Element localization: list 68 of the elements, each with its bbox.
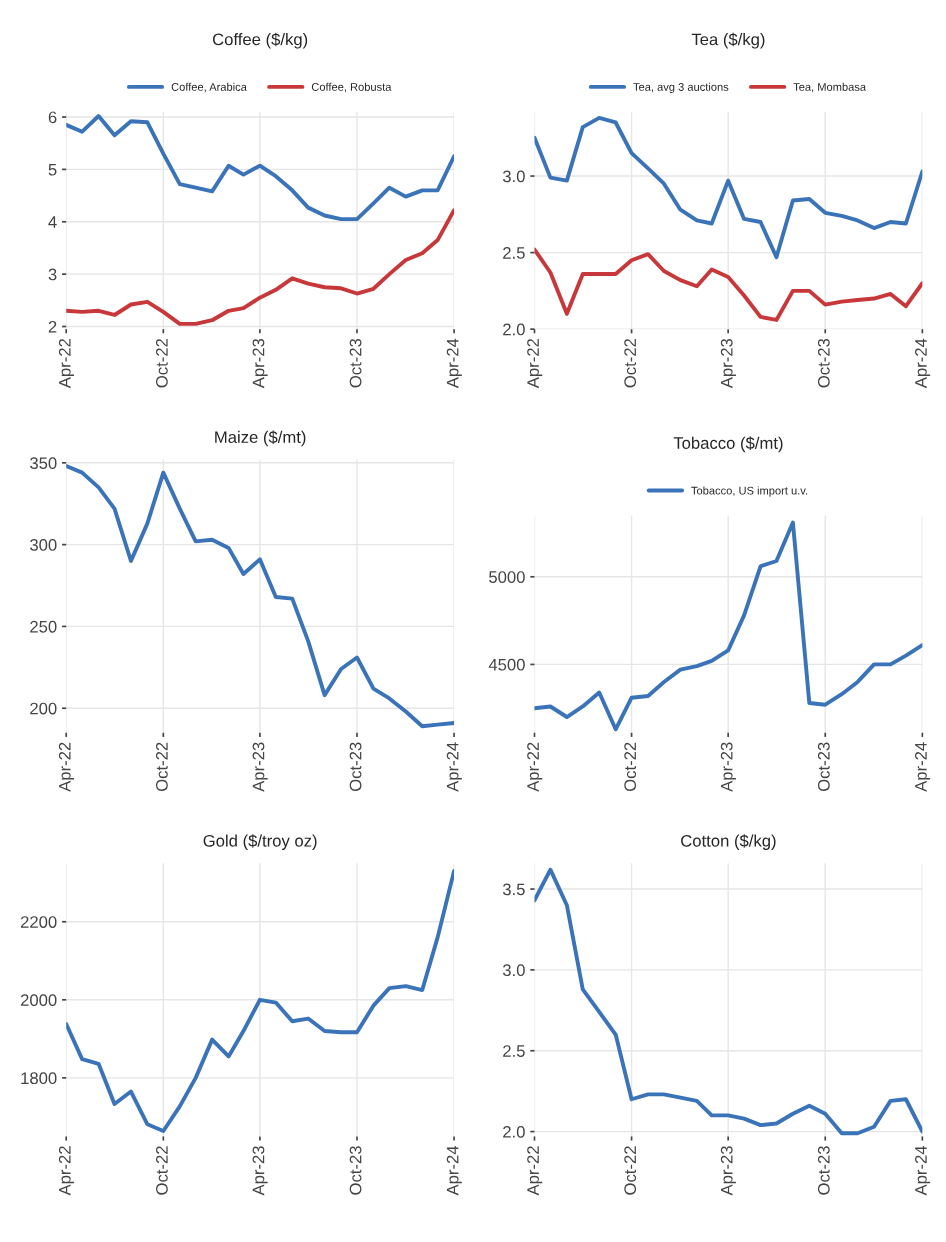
y-tick-label: 6 <box>48 111 57 124</box>
legend-label: Tea, avg 3 auctions <box>633 82 729 94</box>
x-tick-label: Apr-24 <box>915 1145 931 1196</box>
line-series <box>534 247 923 322</box>
x-tick-label: Apr-22 <box>58 338 74 389</box>
y-tick-label: 200 <box>30 702 57 715</box>
x-tick-label: Oct-23 <box>817 742 830 792</box>
legend-label: Coffee, Robusta <box>311 82 392 93</box>
chart-title: Maize ($/mt) <box>215 430 306 447</box>
y-tick-label: 3.5 <box>502 883 525 896</box>
x-tick-label: Oct-22 <box>155 338 168 388</box>
chart-title: Gold ($/troy oz) <box>203 834 317 850</box>
line-series <box>534 520 923 732</box>
legend-label: Tea, Mombasa <box>793 82 867 93</box>
y-tick-label: 5000 <box>489 571 525 583</box>
x-tick-label: Apr-24 <box>915 742 931 792</box>
x-tick-label: Apr-22 <box>58 742 74 792</box>
y-tick-label: 2.0 <box>503 1125 525 1138</box>
x-tick-label: Oct-22 <box>624 1146 637 1195</box>
x-tick-label: Apr-22 <box>527 1146 543 1196</box>
x-tick-label: Apr-23 <box>252 1146 268 1196</box>
x-tick-label: Oct-22 <box>624 742 637 792</box>
x-tick-label: Apr-22 <box>527 338 543 389</box>
x-tick-label: Oct-23 <box>349 338 362 388</box>
x-tick-label: Oct-22 <box>624 338 637 388</box>
y-tick-label: 4 <box>48 216 57 228</box>
y-tick-label: 3.0 <box>502 170 525 183</box>
legend-label: Coffee, Arabica <box>171 82 247 93</box>
x-tick-label: Apr-23 <box>720 338 736 389</box>
y-tick-label: 2.5 <box>503 1045 525 1057</box>
legend-label: Tobacco, US import u.v. <box>691 486 808 497</box>
x-tick-label: Apr-24 <box>446 338 462 389</box>
line-series <box>534 867 923 1136</box>
x-tick-label: Apr-24 <box>446 742 462 792</box>
x-tick-label: Apr-23 <box>720 1146 736 1196</box>
y-tick-label: 3 <box>48 268 57 281</box>
x-tick-label: Oct-23 <box>349 1146 362 1195</box>
chart-title: Tobacco ($/mt) <box>673 436 783 453</box>
x-tick-label: Apr-22 <box>527 742 543 792</box>
y-tick-label: 2200 <box>20 916 57 928</box>
y-tick-label: 3.0 <box>502 964 525 977</box>
chart-title: Cotton ($/kg) <box>681 834 776 850</box>
y-tick-label: 2.5 <box>503 247 525 259</box>
x-tick-label: Apr-24 <box>446 1145 462 1196</box>
x-tick-label: Oct-23 <box>349 742 362 792</box>
line-series <box>66 869 455 1133</box>
x-tick-label: Apr-23 <box>720 742 736 792</box>
x-tick-label: Oct-22 <box>155 742 168 792</box>
x-tick-label: Oct-23 <box>817 338 830 388</box>
line-series <box>534 115 923 260</box>
y-tick-label: 250 <box>30 620 57 633</box>
x-tick-label: Oct-23 <box>817 1146 830 1195</box>
x-tick-label: Apr-22 <box>58 1146 74 1196</box>
y-tick-label: 4500 <box>488 658 525 671</box>
y-tick-label: 300 <box>30 539 57 551</box>
y-tick-label: 2.0 <box>503 323 525 336</box>
y-tick-label: 1800 <box>21 1072 57 1085</box>
x-tick-label: Oct-22 <box>155 1146 168 1195</box>
y-tick-label: 5 <box>48 163 57 176</box>
chart-title: Coffee ($/kg) <box>212 32 308 49</box>
x-tick-label: Apr-23 <box>252 742 268 792</box>
x-tick-label: Apr-23 <box>252 338 268 389</box>
chart-title: Tea ($/kg) <box>691 32 765 49</box>
y-tick-label: 350 <box>30 457 57 470</box>
y-tick-label: 2000 <box>20 994 57 1007</box>
x-tick-label: Apr-24 <box>915 338 931 389</box>
line-series <box>66 114 455 222</box>
y-tick-label: 2 <box>48 320 57 333</box>
